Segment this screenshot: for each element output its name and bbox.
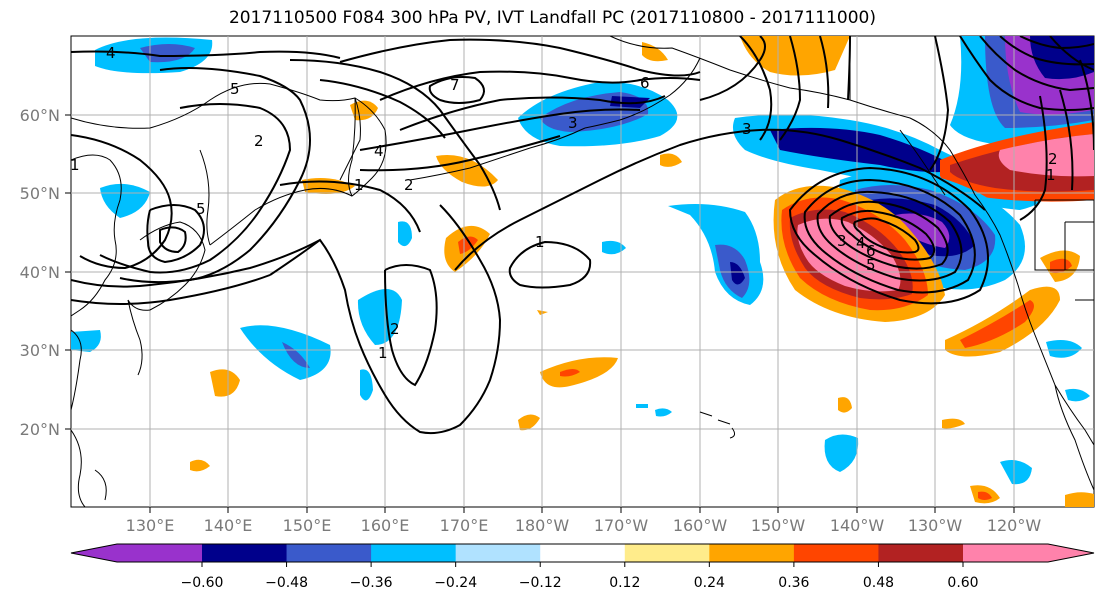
lon-label-180w: 180°W [515, 516, 570, 535]
colorbar-label-7: 0.24 [694, 575, 725, 591]
lon-label-170e: 170°E [440, 516, 489, 535]
lat-label-30n: 30°N [20, 341, 60, 360]
colorbar-label-6: 0.12 [609, 575, 640, 591]
lat-label-40n: 40°N [20, 263, 60, 282]
colorbar-segment [202, 544, 288, 562]
colorbar: −0.60 −0.48 −0.36 −0.24 −0.12 0.12 0.24 … [70, 543, 1095, 591]
contour-label-19: 2 [1048, 150, 1058, 168]
colorbar-segment [624, 544, 710, 562]
colorbar-label-9: 0.48 [863, 575, 894, 591]
colorbar-segment-extend-min [71, 544, 202, 562]
colorbar-label-3: −0.36 [350, 575, 393, 591]
colorbar-outline [70, 543, 1095, 563]
longitude-labels: 130°E 140°E 150°E 160°E 170°E 180°W 170°… [126, 516, 1042, 535]
lat-label-60n: 60°N [20, 106, 60, 125]
colorbar-segment [878, 544, 964, 562]
colorbar-segment-extend-max [963, 544, 1094, 562]
colorbar-segment [455, 544, 541, 562]
contour-label-5: 3 [568, 114, 578, 132]
map-plot-area: 4 5 7 6 3 4 2 5 1 1 2 1 2 1 3 4 5 6 2 1 [70, 22, 1095, 508]
lon-label-160e: 160°E [361, 516, 410, 535]
lat-label-20n: 20°N [20, 420, 60, 439]
lon-label-120w: 120°W [987, 516, 1042, 535]
colorbar-labels: −0.60 −0.48 −0.36 −0.24 −0.12 0.12 0.24 … [181, 575, 979, 591]
colorbar-segment [709, 544, 795, 562]
contour-label-3: 7 [450, 76, 460, 94]
contour-label-1: 4 [106, 44, 116, 62]
colorbar-segments [70, 543, 1095, 563]
contour-label-21: 1 [800, 22, 810, 40]
contour-label-17: 5 [866, 256, 876, 274]
colorbar-ticks [201, 562, 964, 567]
colorbar-label-2: −0.48 [265, 575, 308, 591]
colorbar-segment [793, 544, 879, 562]
colorbar-segment [371, 544, 457, 562]
colorbar-label-1: −0.60 [181, 575, 224, 591]
colorbar-label-8: 0.36 [778, 575, 809, 591]
contour-label-22: 3 [742, 120, 752, 138]
lon-label-160w: 160°W [673, 516, 728, 535]
contour-label-10: 1 [70, 156, 80, 174]
contour-label-7: 2 [404, 176, 414, 194]
latitude-labels: 60°N 50°N 40°N 30°N 20°N [20, 106, 60, 439]
colorbar-label-4: −0.24 [434, 575, 477, 591]
axis-ticks [65, 114, 1015, 513]
lat-label-50n: 50°N [20, 184, 60, 203]
contour-label-6: 4 [374, 142, 384, 160]
contour-label-20: 1 [1046, 166, 1056, 184]
contour-label-16: 4 [856, 234, 866, 252]
colorbar-segment [540, 544, 626, 562]
contour-labels: 4 5 7 6 3 4 2 5 1 1 2 1 2 1 3 4 5 6 2 1 [70, 22, 1058, 362]
contour-label-12: 1 [378, 344, 388, 362]
contour-label-14: 1 [354, 176, 364, 194]
contour-label-11: 2 [254, 132, 264, 150]
colorbar-label-5: −0.12 [519, 575, 562, 591]
pv-contours [71, 36, 1094, 435]
lon-label-140e: 140°E [204, 516, 253, 535]
contour-label-9: 1 [535, 233, 545, 251]
lon-label-150e: 150°E [283, 516, 332, 535]
colorbar-label-10: 0.60 [947, 575, 978, 591]
contour-label-2: 5 [230, 80, 240, 98]
contour-label-13: 2 [390, 320, 400, 338]
lon-label-170w: 170°W [594, 516, 649, 535]
lon-label-130w: 130°W [908, 516, 963, 535]
contour-label-8: 5 [196, 200, 206, 218]
colorbar-segment [286, 544, 372, 562]
lon-label-130e: 130°E [126, 516, 175, 535]
lon-label-150w: 150°W [751, 516, 806, 535]
map-title: 2017110500 F084 300 hPa PV, IVT Landfall… [228, 8, 876, 28]
contour-label-18: 6 [866, 242, 876, 260]
lon-label-140w: 140°W [830, 516, 885, 535]
contour-label-4: 6 [640, 74, 650, 92]
contour-label-15: 3 [837, 232, 847, 250]
